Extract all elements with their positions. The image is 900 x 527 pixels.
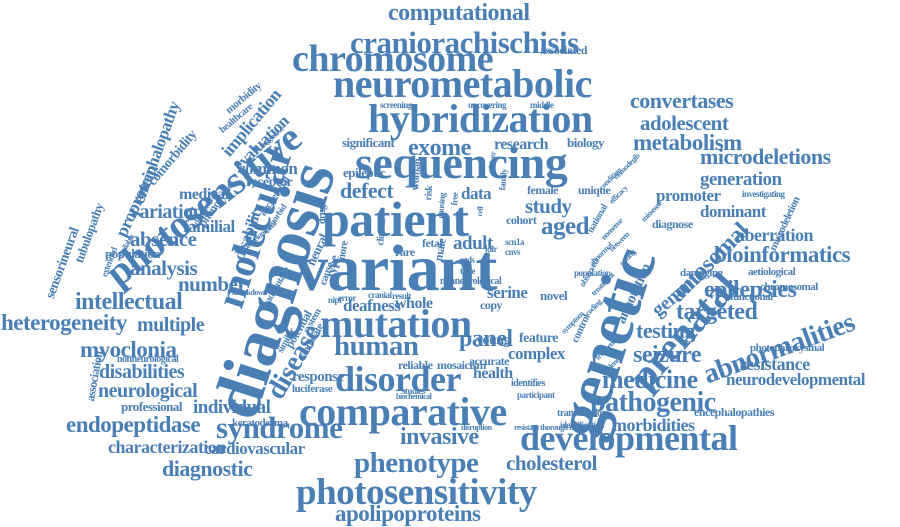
word: diagnose xyxy=(652,218,693,230)
word: neurological xyxy=(98,381,197,401)
word: endopeptidase xyxy=(66,413,200,436)
word: dominant xyxy=(700,203,766,220)
word: ntds xyxy=(460,256,475,265)
word: disabilities xyxy=(99,362,184,382)
word: data xyxy=(461,185,491,202)
word: multiple xyxy=(137,315,204,335)
word: invasive xyxy=(400,425,479,449)
word: model xyxy=(454,212,464,231)
word: ldlr xyxy=(485,245,497,254)
word: novel xyxy=(540,289,567,302)
word: morbidities xyxy=(612,416,695,434)
word: scn1a xyxy=(505,238,524,247)
word: computational xyxy=(388,1,530,25)
word: cnvs xyxy=(505,248,520,257)
word: rare xyxy=(395,246,415,258)
word: investigating xyxy=(742,190,785,199)
word: drug xyxy=(318,205,328,224)
word: convertases xyxy=(630,90,733,112)
word: driver xyxy=(488,152,498,171)
word: aged xyxy=(541,214,589,239)
word: apolipoproteins xyxy=(335,502,480,525)
word: male xyxy=(432,238,448,262)
word: tube xyxy=(460,267,475,276)
word: cohort xyxy=(506,214,536,226)
word: risk xyxy=(424,185,435,200)
word: family xyxy=(498,169,509,191)
word: copy xyxy=(480,299,502,311)
word: complex xyxy=(508,345,565,362)
word: identifies xyxy=(511,379,545,389)
word: associated xyxy=(540,44,587,56)
word: microdeletions xyxy=(700,146,831,168)
word: diagnostic xyxy=(162,458,252,480)
word: encephalopathies xyxy=(694,406,774,418)
word: human xyxy=(334,332,419,361)
word: young xyxy=(476,334,510,348)
word: free xyxy=(450,192,460,206)
word: cell xyxy=(476,206,485,216)
word: characterization xyxy=(108,438,226,456)
word: heterogeneity xyxy=(1,311,127,334)
word: middle xyxy=(530,101,554,110)
word: uncovering xyxy=(468,101,506,110)
word: cholesterol xyxy=(506,453,597,474)
word: efficacy xyxy=(608,184,629,205)
word: screening xyxy=(380,101,412,110)
word: biology xyxy=(567,136,604,149)
